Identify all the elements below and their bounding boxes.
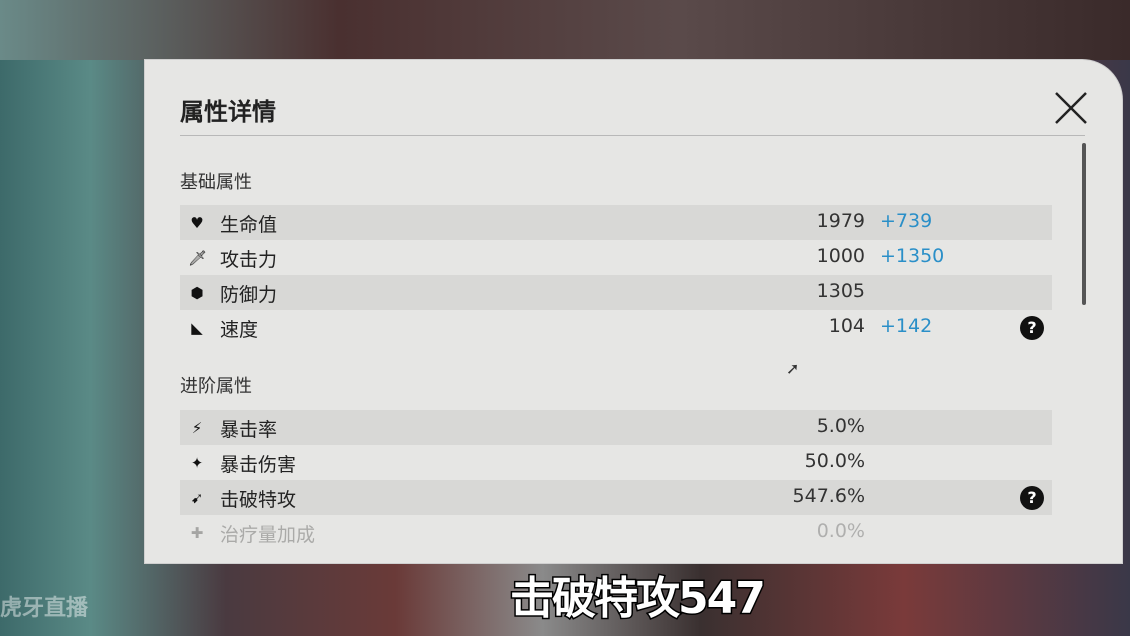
stat-label: 攻击力 <box>220 249 278 271</box>
stat-label: 击破特攻 <box>220 489 297 511</box>
divider <box>180 135 1085 136</box>
section-basic: 基础属性 <box>180 172 252 193</box>
stat-value: 50.0% <box>804 450 865 472</box>
stat-bonus: +739 <box>880 210 933 232</box>
stat-row-def: ⬢ 防御力 1305 <box>180 275 1052 310</box>
background <box>0 0 1130 60</box>
close-icon[interactable] <box>1053 90 1089 126</box>
healing-icon: ✚ <box>190 524 204 542</box>
section-advanced: 进阶属性 <box>180 376 252 397</box>
stat-bonus: +142 <box>880 315 933 337</box>
stat-row-healing: ✚ 治疗量加成 0.0% <box>180 515 1052 543</box>
stat-row-crit-rate: ⚡ 暴击率 5.0% <box>180 410 1052 445</box>
mouse-cursor-icon: ➚ <box>786 359 800 378</box>
stat-label: 防御力 <box>220 284 278 306</box>
shield-icon: ⬢ <box>190 284 204 302</box>
stat-row-atk: 🗡 攻击力 1000 +1350 <box>180 240 1052 275</box>
stat-row-spd: ◣ 速度 104 +142 ? <box>180 310 1052 345</box>
scrollbar[interactable] <box>1082 143 1086 305</box>
heart-icon: ♥ <box>190 214 204 232</box>
attribute-details-dialog: 属性详情 基础属性 ♥ 生命值 1979 +739 🗡 攻击力 1000 +13… <box>145 60 1122 563</box>
sword-icon: 🗡 <box>188 249 208 267</box>
stat-row-break-effect: ➹ 击破特攻 547.6% ? <box>180 480 1052 515</box>
dialog-title: 属性详情 <box>180 98 276 126</box>
stat-row-hp: ♥ 生命值 1979 +739 <box>180 205 1052 240</box>
crit-rate-icon: ⚡ <box>191 419 203 437</box>
stat-value: 1000 <box>816 245 865 267</box>
stat-label: 暴击率 <box>220 419 278 441</box>
help-icon[interactable]: ? <box>1020 486 1044 510</box>
stat-value: 5.0% <box>816 415 865 437</box>
stat-value: 547.6% <box>792 485 865 507</box>
stat-bonus: +1350 <box>880 245 945 267</box>
help-icon[interactable]: ? <box>1020 316 1044 340</box>
stat-label: 速度 <box>220 319 259 341</box>
watermark: 虎牙直播 <box>0 596 89 621</box>
stat-label: 暴击伤害 <box>220 454 297 476</box>
crit-damage-icon: ✦ <box>190 454 204 472</box>
stat-row-crit-dmg: ✦ 暴击伤害 50.0% <box>180 445 1052 480</box>
video-caption: 击破特攻547 <box>509 572 768 626</box>
stat-value: 0.0% <box>816 520 865 542</box>
stat-value: 1305 <box>816 280 865 302</box>
stat-value: 1979 <box>816 210 865 232</box>
break-effect-icon: ➹ <box>190 489 204 507</box>
stat-label: 生命值 <box>220 214 278 236</box>
boot-icon: ◣ <box>191 319 203 337</box>
stat-value: 104 <box>828 315 865 337</box>
stat-label: 治疗量加成 <box>220 524 316 543</box>
